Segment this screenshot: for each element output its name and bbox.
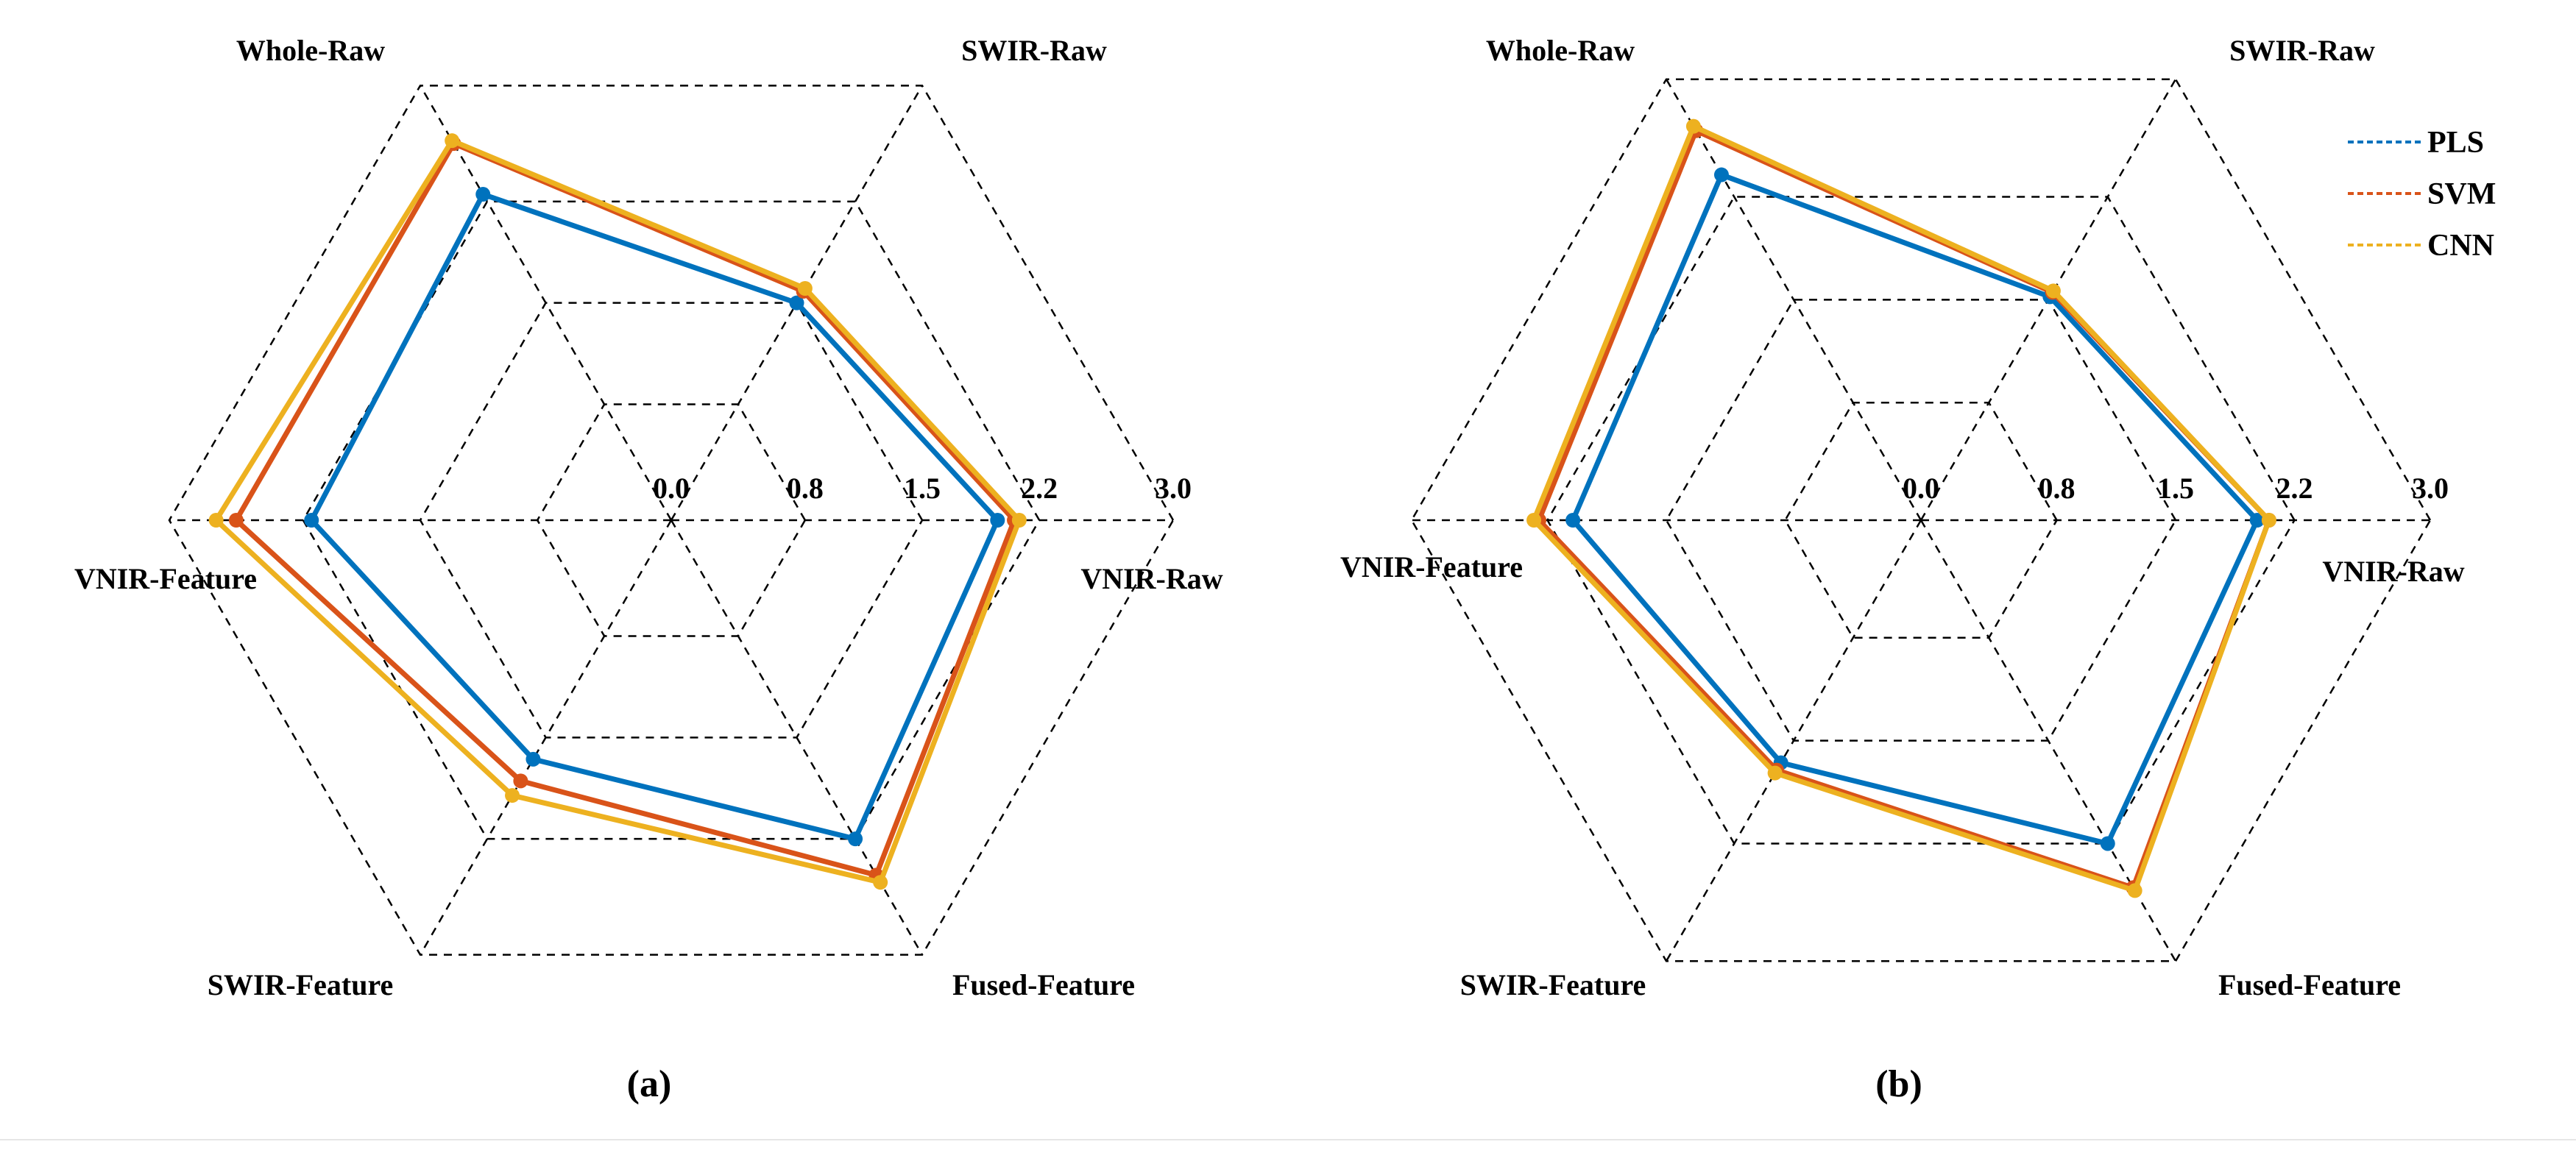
axis-label: SWIR-Raw bbox=[961, 34, 1107, 67]
data-point-pls bbox=[304, 513, 319, 528]
ring-tick-label: 0.0 bbox=[653, 472, 690, 505]
data-point-pls bbox=[789, 295, 804, 310]
data-point-pls bbox=[2100, 836, 2115, 851]
data-point-cnn bbox=[797, 280, 813, 296]
axis-spoke bbox=[1665, 519, 1922, 962]
data-point-cnn bbox=[1526, 513, 1542, 528]
data-point-pls bbox=[848, 831, 863, 847]
axis-spoke bbox=[419, 85, 673, 521]
legend: PLS SVM CNN bbox=[2348, 126, 2496, 263]
data-point-cnn bbox=[505, 788, 520, 803]
ring-tick-label: 1.5 bbox=[2157, 472, 2194, 505]
series-line-pls bbox=[1570, 172, 2260, 846]
series-line-pls bbox=[308, 191, 1000, 842]
axis-label: VNIR-Raw bbox=[2322, 555, 2464, 588]
axis-label: VNIR-Raw bbox=[1080, 562, 1222, 595]
axis-spoke bbox=[1919, 519, 2177, 962]
data-point-pls bbox=[526, 751, 541, 767]
axis-label: Whole-Raw bbox=[1486, 34, 1635, 67]
ring-tick-label: 3.0 bbox=[2412, 472, 2449, 505]
data-point-cnn bbox=[1685, 118, 1701, 134]
data-point-svm bbox=[513, 773, 528, 789]
data-point-cnn bbox=[445, 133, 460, 149]
data-point-cnn bbox=[208, 513, 224, 528]
legend-label-pls: PLS bbox=[2427, 126, 2484, 160]
ring-tick-label: 2.2 bbox=[2276, 472, 2313, 505]
ring-tick-label: 3.0 bbox=[1155, 472, 1192, 505]
data-point-pls bbox=[2249, 513, 2265, 528]
series-line-cnn bbox=[213, 138, 1022, 885]
axis-spoke bbox=[419, 519, 673, 956]
ring-tick-label: 2.2 bbox=[1021, 472, 1058, 505]
data-point-cnn bbox=[2045, 283, 2061, 299]
ring-tick-label: 1.5 bbox=[904, 472, 941, 505]
axis-label: VNIR-Feature bbox=[74, 562, 257, 595]
axis-label: Fused-Feature bbox=[952, 968, 1135, 1001]
data-point-pls bbox=[990, 513, 1005, 528]
legend-label-svm: SVM bbox=[2427, 177, 2496, 211]
bottom-divider bbox=[0, 1139, 2576, 1140]
radar-panel-a: 0.0 0.8 1.5 2.2 3.0 VNIR-Raw SWIR-Raw Whole-Raw… bbox=[74, 34, 1223, 1105]
data-point-pls bbox=[1565, 513, 1581, 528]
legend-label-cnn: CNN bbox=[2427, 229, 2494, 263]
radar-panel-b: 0.0 0.8 1.5 2.2 3.0 VNIR-Raw SWIR-Raw Whole-Raw… bbox=[1340, 34, 2465, 1105]
data-point-cnn bbox=[2127, 883, 2142, 898]
data-point-cnn bbox=[873, 875, 888, 890]
data-point-pls bbox=[475, 187, 491, 202]
ring-tick-label: 0.0 bbox=[1903, 472, 1939, 505]
axis-label: SWIR-Feature bbox=[1460, 968, 1646, 1001]
axis-label: SWIR-Feature bbox=[208, 968, 394, 1001]
grid-ring-4 bbox=[1410, 78, 2432, 962]
panel-label: (b) bbox=[1875, 1063, 1922, 1105]
axis-spoke bbox=[1665, 79, 1922, 521]
series-line-svm bbox=[233, 141, 1017, 878]
data-point-cnn bbox=[1767, 765, 1783, 781]
axis-label: SWIR-Raw bbox=[2229, 34, 2375, 67]
data-point-cnn bbox=[2261, 513, 2276, 528]
data-point-cnn bbox=[1011, 513, 1027, 528]
data-point-pls bbox=[1713, 167, 1729, 182]
ring-tick-label: 0.8 bbox=[787, 472, 824, 505]
ring-tick-label: 0.8 bbox=[2039, 472, 2076, 505]
axis-label: Fused-Feature bbox=[2218, 968, 2401, 1001]
axis-label: Whole-Raw bbox=[236, 34, 385, 67]
panel-label: (a) bbox=[627, 1063, 672, 1105]
axis-label: VNIR-Feature bbox=[1340, 550, 1523, 583]
data-point-svm bbox=[228, 513, 244, 528]
